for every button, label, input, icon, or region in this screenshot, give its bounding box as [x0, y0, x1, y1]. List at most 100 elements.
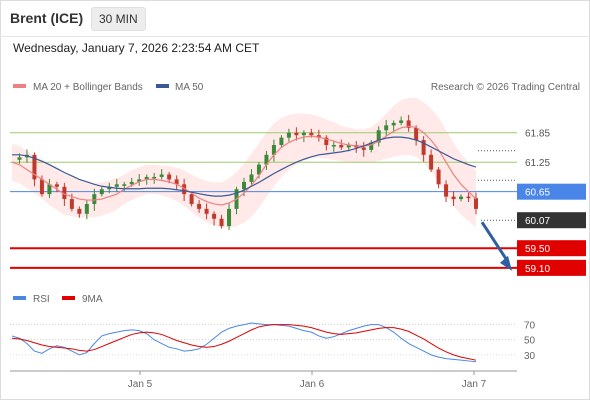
- candle-body: [459, 196, 464, 200]
- chart-header: Brent (ICE) 30 MIN: [0, 0, 588, 37]
- candle-body: [47, 184, 52, 195]
- candle-body: [92, 194, 97, 204]
- candle-body: [189, 194, 194, 204]
- x-tick-label: Jan 6: [300, 379, 325, 390]
- x-tick-label: Jan 7: [462, 379, 487, 390]
- candle-body: [316, 135, 321, 138]
- rsi-ma-legend-swatch: [62, 296, 75, 300]
- candle-body: [204, 208, 209, 214]
- candle-body: [144, 176, 149, 180]
- forecast-arrow-head: [500, 255, 512, 271]
- candle-body: [77, 208, 82, 214]
- candle-body: [301, 132, 306, 136]
- x-axis-ticks: Jan 5 Jan 6 Jan 7: [128, 371, 487, 390]
- candle-body: [331, 145, 336, 147]
- support-label-box: [517, 259, 586, 276]
- candle-body: [107, 186, 112, 190]
- candle-body: [17, 157, 22, 160]
- forecast-arrow-shaft: [480, 221, 510, 263]
- candle-body: [69, 199, 74, 209]
- timestamp: Wednesday, January 7, 2026 2:23:54 AM CE…: [13, 41, 260, 55]
- candle-body: [152, 176, 157, 179]
- support-label: 59.10: [525, 264, 550, 275]
- candle-body: [54, 184, 59, 187]
- candle-body: [212, 213, 217, 219]
- resistance-label: 61.85: [525, 129, 550, 140]
- candle-body: [219, 218, 224, 227]
- candle-body: [391, 122, 396, 126]
- candle-body: [182, 184, 187, 195]
- candle-body: [256, 164, 261, 175]
- candle-body: [414, 127, 419, 141]
- candle-body: [264, 154, 269, 165]
- candle-body: [384, 125, 389, 131]
- price-labels: 60.07: [481, 212, 586, 229]
- candle-body: [32, 154, 37, 180]
- instrument-title: Brent (ICE): [10, 10, 84, 26]
- candle-body: [444, 184, 449, 197]
- ma20-line: [11, 125, 477, 206]
- candle-body: [227, 208, 232, 227]
- rsi-line: [11, 322, 477, 363]
- candle-body: [369, 142, 374, 150]
- candle-body: [84, 203, 89, 214]
- pivot-label-box: [517, 183, 586, 200]
- rsi-ma-legend-label: 9MA: [82, 294, 103, 305]
- timeframe-badge[interactable]: 30 MIN: [91, 7, 146, 31]
- candle-body: [421, 140, 426, 155]
- candle-body: [271, 145, 276, 155]
- candle-body: [466, 196, 471, 199]
- candle-body: [451, 196, 456, 200]
- candle-body: [399, 120, 404, 123]
- candle-body: [286, 132, 291, 138]
- candle-body: [309, 132, 314, 136]
- candle-body: [249, 174, 254, 182]
- candle-body: [167, 174, 172, 180]
- candle-body: [429, 154, 434, 170]
- support-label-box: [517, 240, 586, 257]
- candle-body: [324, 137, 329, 145]
- candle-body: [159, 174, 164, 177]
- copyright-note: Research © 2026 Trading Central: [431, 82, 580, 93]
- rsi-ma-line: [11, 324, 477, 361]
- candle-body: [62, 186, 67, 200]
- rsi-legend-label: RSI: [33, 294, 50, 305]
- last-price-label: 60.07: [525, 216, 550, 227]
- candle-body: [346, 145, 351, 148]
- candle-body: [339, 145, 344, 148]
- candle-body: [361, 147, 366, 150]
- bollinger-band: [12, 97, 476, 228]
- candle-body: [122, 184, 127, 186]
- candle-body: [279, 137, 284, 145]
- candle-body: [474, 198, 478, 209]
- pivot-label: 60.65: [525, 188, 550, 199]
- candle-body: [242, 181, 246, 190]
- rsi-panel: 70 50 30: [10, 321, 536, 363]
- candle-body: [99, 189, 104, 195]
- ma50-line: [12, 136, 477, 197]
- moving-averages: [11, 125, 477, 206]
- candle-body: [129, 181, 134, 185]
- resistance-label: 61.25: [525, 158, 550, 169]
- candle-body: [114, 184, 119, 187]
- candle-body: [39, 179, 44, 195]
- candle-body: [197, 203, 202, 209]
- ma50-legend-swatch: [156, 84, 169, 88]
- last-price-box: [517, 212, 586, 229]
- rsi-tick-label: 50: [524, 336, 536, 347]
- bollinger-band-area: [12, 97, 476, 228]
- bb-legend-swatch: [13, 84, 26, 88]
- candle-body: [406, 120, 411, 128]
- ma50-legend-label: MA 50: [175, 82, 204, 93]
- rsi-legend-swatch: [13, 296, 26, 300]
- bb-legend-label: MA 20 + Bollinger Bands: [33, 82, 143, 93]
- support-label: 59.50: [525, 244, 550, 255]
- forecast-arrow: [480, 221, 512, 271]
- rsi-tick-label: 30: [524, 351, 536, 362]
- candle-body: [376, 130, 381, 143]
- candle-body: [294, 132, 299, 136]
- candle-body: [436, 169, 441, 185]
- rsi-tick-label: 70: [524, 321, 536, 332]
- candle-body: [174, 179, 179, 185]
